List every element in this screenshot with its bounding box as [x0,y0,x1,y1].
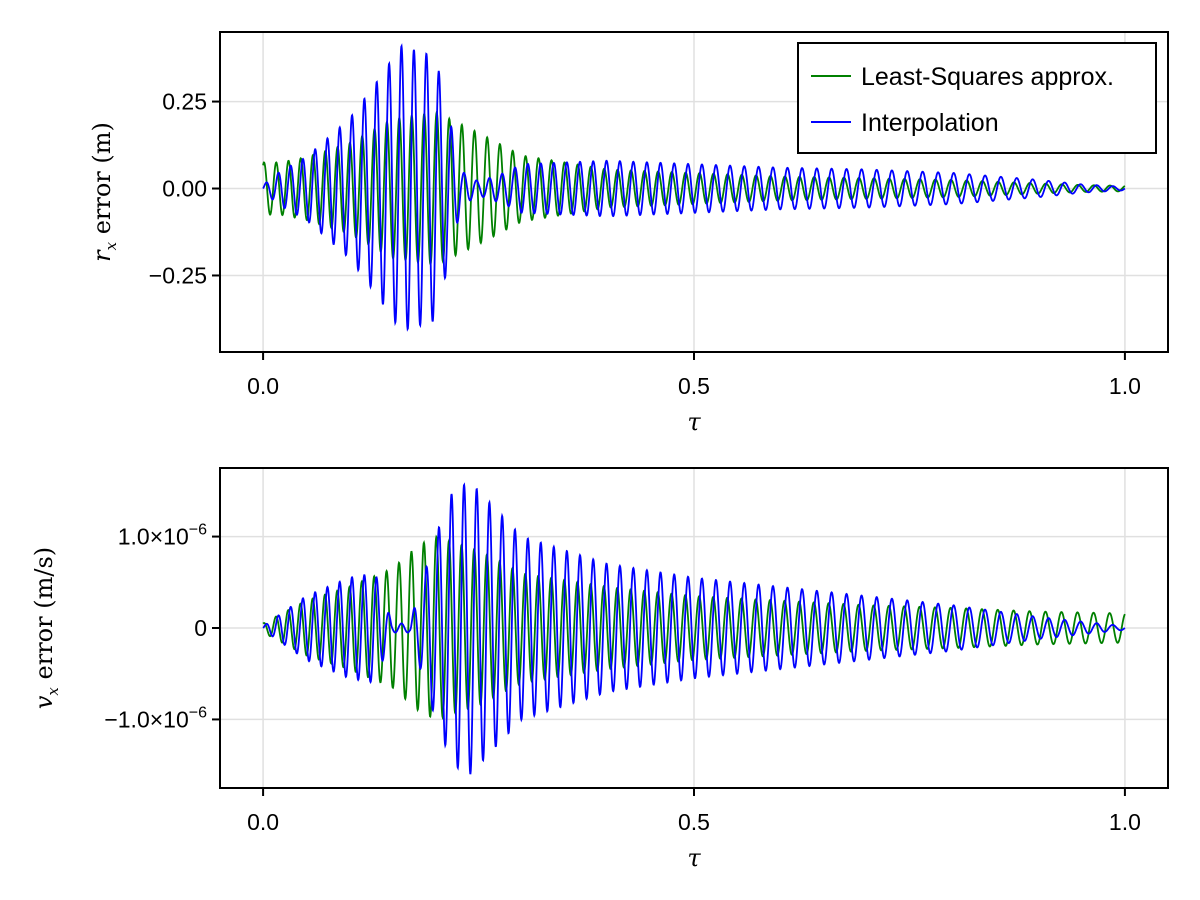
y-axis-label: vx error (m/s) [30,547,62,709]
x-axis-label: τ [687,844,701,872]
x-tick-label: 1.0 [1109,373,1141,399]
y-axis-label-symbol: r [88,249,116,262]
y-tick-label: 0 [194,615,207,641]
panel-rx-error: 0.0 0.5 1.0 0.25 0.00 −0.25 τ rx error (m) Le… [88,31,1169,436]
series-line-least-squares-approx [262,534,1126,721]
y-tick-label: −1.0×10−6 [104,704,207,732]
series-line-interpolation [262,43,1126,332]
x-tick-label: 0.0 [247,809,279,835]
x-tick-label: 0.0 [247,373,279,399]
series-lines [262,43,1126,332]
legend-box [797,42,1157,154]
series-line-least-squares-approx [262,110,1126,266]
y-tick-label: 0.00 [162,176,207,202]
y-axis-label-text: error (m) [88,122,116,242]
x-tick-label: 0.5 [678,809,710,835]
y-axis-label: rx error (m) [88,122,120,262]
legend-label-least-squares: Least-Squares approx. [861,63,1114,91]
panel-vx-error: 0.0 0.5 1.0 1.0×10−6 0 −1.0×10−6 τ vx error (… [30,467,1169,872]
x-tick-label: 1.0 [1109,809,1141,835]
y-axis-label-symbol: v [30,695,58,709]
y-tick-label: 0.25 [162,89,207,115]
y-tick-label: 1.0×10−6 [118,522,207,550]
legend-label-interpolation: Interpolation [861,109,999,137]
legend: Least-Squares approx. Interpolation [797,42,1157,154]
ticks: 0.0 0.5 1.0 1.0×10−6 0 −1.0×10−6 [104,522,1141,835]
x-axis-label: τ [687,408,701,436]
series-line-interpolation [262,482,1126,775]
y-axis-label-subscript: x [102,241,120,250]
y-axis-label-subscript: x [44,687,62,696]
y-tick-label: −0.25 [149,262,207,288]
x-tick-label: 0.5 [678,373,710,399]
ticks: 0.0 0.5 1.0 0.25 0.00 −0.25 [149,89,1141,399]
series-lines [262,482,1126,775]
y-axis-label-text: error (m/s) [30,547,58,687]
